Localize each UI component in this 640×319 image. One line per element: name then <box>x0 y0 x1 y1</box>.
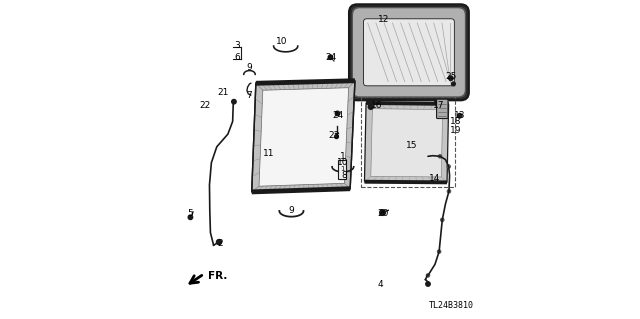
Text: 6: 6 <box>234 53 240 62</box>
Text: 3: 3 <box>234 41 240 50</box>
FancyBboxPatch shape <box>349 4 468 100</box>
Text: 12: 12 <box>378 15 389 24</box>
Bar <box>339 160 346 179</box>
FancyBboxPatch shape <box>364 19 454 86</box>
Text: 9: 9 <box>246 63 252 72</box>
Circle shape <box>426 274 429 277</box>
Text: 10: 10 <box>337 158 348 167</box>
Text: 23: 23 <box>328 131 340 140</box>
Text: 18: 18 <box>450 117 461 126</box>
Text: 13: 13 <box>454 111 465 120</box>
Circle shape <box>232 100 236 104</box>
Text: 24: 24 <box>326 53 337 62</box>
FancyBboxPatch shape <box>352 7 466 98</box>
Text: 15: 15 <box>406 141 418 150</box>
Text: 5: 5 <box>188 209 193 218</box>
Text: 2: 2 <box>218 239 223 248</box>
Circle shape <box>380 210 385 215</box>
Text: 8: 8 <box>342 171 348 180</box>
Text: 21: 21 <box>218 88 229 97</box>
Polygon shape <box>252 81 355 192</box>
Text: FR.: FR. <box>208 271 228 281</box>
Polygon shape <box>371 109 443 177</box>
Circle shape <box>447 165 450 168</box>
Text: 16: 16 <box>371 101 383 110</box>
Circle shape <box>458 114 462 118</box>
Circle shape <box>451 82 455 86</box>
Circle shape <box>447 190 451 193</box>
Circle shape <box>335 111 340 116</box>
Circle shape <box>449 76 453 80</box>
Circle shape <box>441 218 444 221</box>
Text: 7: 7 <box>246 92 252 100</box>
Circle shape <box>328 55 333 59</box>
Text: 22: 22 <box>200 101 211 110</box>
Text: 9: 9 <box>289 206 294 215</box>
Text: 19: 19 <box>450 126 461 135</box>
Text: 17: 17 <box>433 101 445 110</box>
Circle shape <box>438 250 441 253</box>
Circle shape <box>426 282 430 286</box>
Text: 20: 20 <box>378 209 389 218</box>
Text: TL24B3810: TL24B3810 <box>429 301 474 310</box>
Polygon shape <box>259 88 349 186</box>
Text: 1: 1 <box>340 166 344 172</box>
Text: 14: 14 <box>429 174 441 183</box>
Text: 11: 11 <box>264 149 275 158</box>
Text: 10: 10 <box>276 38 287 47</box>
Circle shape <box>188 215 193 219</box>
FancyBboxPatch shape <box>351 6 467 99</box>
Circle shape <box>216 240 221 245</box>
Circle shape <box>438 155 442 158</box>
Bar <box>362 97 455 188</box>
Text: 1: 1 <box>340 152 346 161</box>
Text: 25: 25 <box>445 72 456 81</box>
Circle shape <box>335 135 339 138</box>
Polygon shape <box>364 103 449 182</box>
FancyBboxPatch shape <box>436 99 448 119</box>
Circle shape <box>368 104 373 109</box>
Text: 24: 24 <box>332 111 344 120</box>
Text: 4: 4 <box>378 280 383 289</box>
